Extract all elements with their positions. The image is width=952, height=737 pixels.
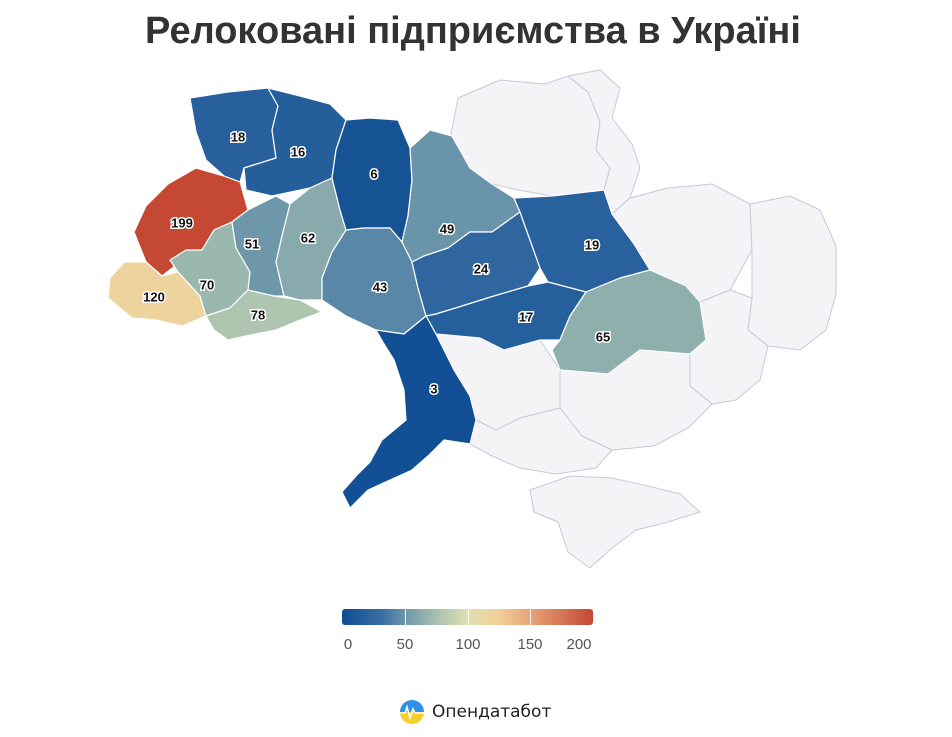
- legend-label: 50: [396, 636, 414, 653]
- region-value-odesa: 3: [430, 381, 437, 396]
- legend-label: 0: [343, 636, 353, 653]
- region-dnipropetrovsk[interactable]: [551, 269, 707, 375]
- region-crimea[interactable]: [529, 475, 701, 569]
- region-value-dnipropetrovsk: 65: [596, 329, 610, 344]
- region-rivne[interactable]: [243, 87, 347, 197]
- map-title: Релоковані підприємства в Україні: [145, 10, 801, 52]
- region-value-labels: 18 16 199 120 70 78 51 62 6 43 49 24 19 17 65 3: [142, 128, 612, 398]
- brand: Опендатабот: [399, 696, 551, 728]
- opendatabot-logo-icon: [400, 700, 424, 724]
- region-value-rivne: 16: [291, 144, 305, 159]
- ukraine-map: 18 16 199 120 70 78 51 62 6 43 49 24 19 17 65 3: [107, 69, 837, 569]
- region-zakarpattia[interactable]: [107, 261, 207, 327]
- legend-label: 100: [455, 636, 481, 653]
- region-odesa[interactable]: [341, 315, 477, 509]
- legend-tick: [530, 609, 531, 625]
- region-value-kirovohrad: 17: [519, 309, 533, 324]
- region-value-ternopil: 51: [245, 236, 259, 251]
- legend-label: 150: [517, 636, 543, 653]
- region-value-poltava: 19: [585, 237, 599, 252]
- brand-name: Опендатабот: [432, 702, 552, 722]
- region-value-vinnytsia: 43: [373, 279, 387, 294]
- region-value-cherkasy: 24: [474, 261, 489, 276]
- region-value-lviv: 199: [171, 215, 193, 230]
- region-value-chernivtsi: 78: [251, 307, 265, 322]
- region-value-zakarpattia: 120: [143, 289, 165, 304]
- region-ternopil[interactable]: [231, 195, 291, 297]
- data-regions: [107, 87, 707, 509]
- legend-tick: [405, 609, 406, 625]
- region-kherson[interactable]: [469, 407, 613, 475]
- region-luhansk[interactable]: [747, 195, 837, 351]
- region-value-zhytomyr: 6: [370, 166, 377, 181]
- region-value-kyiv: 49: [440, 221, 454, 236]
- legend-tick: [468, 609, 469, 625]
- no-data-regions: [435, 69, 837, 569]
- region-value-ivano-frankivsk: 70: [200, 277, 214, 292]
- region-value-volyn: 18: [231, 129, 245, 144]
- region-value-khmelnytskyi: 62: [301, 230, 315, 245]
- legend-label: 200: [566, 636, 592, 653]
